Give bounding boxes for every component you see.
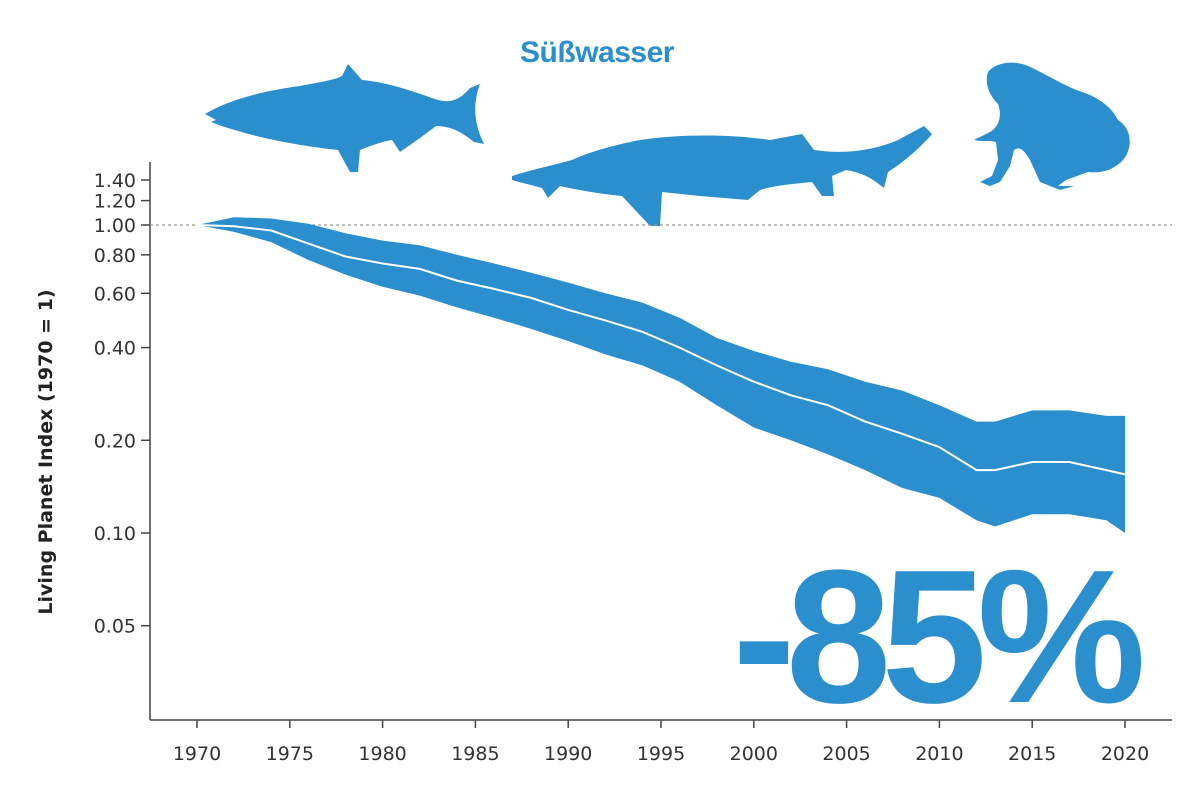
y-axis-title: Living Planet Index (1970 = 1) [35, 289, 57, 614]
y-tick-label: 1.40 [94, 170, 136, 192]
index-line [196, 224, 1126, 476]
y-tick-label: 1.00 [94, 215, 136, 237]
x-tick-label: 2010 [915, 743, 963, 765]
y-tick-label: 0.20 [94, 430, 136, 452]
y-axis-ticks: 0.05 0.10 0.20 0.40 0.60 0.80 1.001.201.40 [94, 170, 150, 638]
confidence-band-group [197, 217, 1125, 533]
y-tick-label: 1.20 [94, 191, 136, 213]
decline-percentage-label: -85% [732, 531, 1141, 743]
x-tick-label: 1980 [358, 743, 406, 765]
y-tick-label: 0.05 [94, 616, 136, 638]
x-tick-label: 1970 [173, 743, 221, 765]
x-tick-label: 2020 [1101, 743, 1149, 765]
x-tick-label: 1990 [544, 743, 592, 765]
confidence-band [197, 217, 1125, 533]
x-tick-label: 2000 [730, 743, 778, 765]
x-tick-label: 1995 [637, 743, 685, 765]
fish-silhouette-icon [205, 64, 484, 172]
frog-silhouette-icon [974, 62, 1130, 190]
y-tick-label: 0.80 [94, 245, 136, 267]
x-axis-ticks: 1970 1975 1980 1985 1990 1995 2000 2005 2010 2015… [173, 720, 1149, 765]
y-tick-label: 0.40 [94, 338, 136, 360]
x-tick-label: 1985 [451, 743, 499, 765]
x-tick-label: 1975 [266, 743, 314, 765]
index-line-group [196, 224, 1126, 476]
y-tick-label: 0.10 [94, 523, 136, 545]
x-tick-label: 2005 [822, 743, 870, 765]
y-tick-label: 0.60 [94, 283, 136, 305]
chart-title: Süßwasser [520, 36, 675, 69]
sturgeon-silhouette-icon [512, 126, 932, 226]
x-tick-label: 2015 [1008, 743, 1056, 765]
